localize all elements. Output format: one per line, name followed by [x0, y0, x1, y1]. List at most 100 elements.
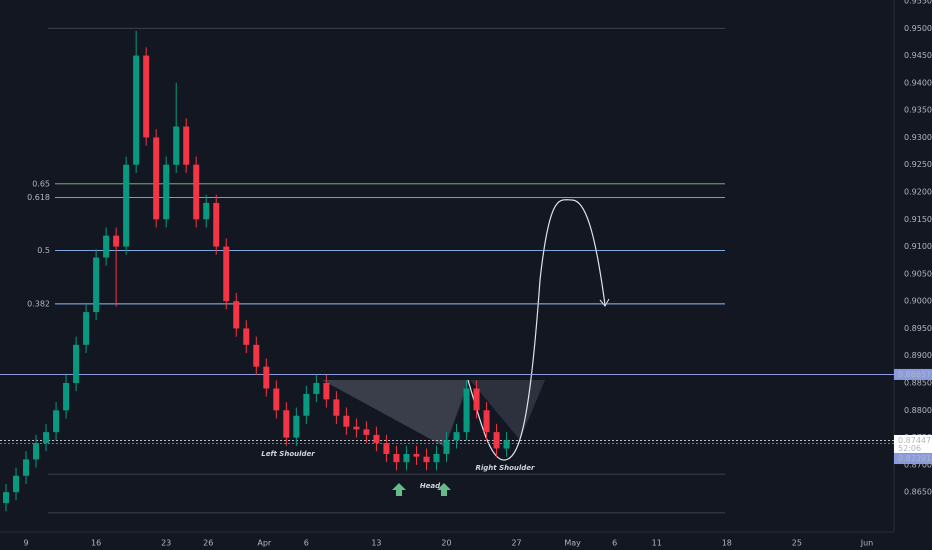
fib-label: 0.65 — [32, 179, 50, 188]
x-tick-label: 23 — [161, 539, 171, 548]
candle-body — [323, 383, 330, 400]
candle-body — [173, 126, 180, 165]
candle-body — [243, 328, 250, 345]
countdown-badge — [894, 443, 932, 453]
candle-body — [3, 492, 10, 504]
candle-body — [73, 344, 80, 384]
candle-body — [443, 440, 450, 454]
arrows — [392, 483, 451, 496]
candle-body — [183, 126, 190, 165]
x-tick-label: Apr — [257, 539, 272, 548]
candle-body — [153, 137, 160, 220]
candle-body — [423, 456, 430, 463]
candle-body — [223, 246, 230, 302]
y-tick-label: 0.95500 — [904, 0, 932, 6]
x-tick-label: 26 — [203, 539, 213, 548]
price-badge-label: 0.87447 — [898, 436, 931, 445]
candle-body — [383, 443, 390, 454]
pattern-shade — [322, 380, 545, 447]
candle-body — [503, 440, 510, 449]
x-tick-label: 13 — [371, 539, 381, 548]
candle-body — [103, 235, 110, 258]
candle-body — [23, 459, 30, 476]
candle-body — [203, 202, 210, 220]
x-tick-label: 16 — [91, 539, 101, 548]
x-tick-label: 6 — [612, 539, 617, 548]
price-badge — [894, 368, 932, 380]
candle-body — [273, 388, 280, 411]
x-tick-label: 20 — [441, 539, 451, 548]
up-arrow — [392, 483, 406, 496]
candle-body — [463, 388, 470, 433]
candle-body — [143, 55, 150, 138]
candle-body — [453, 432, 460, 441]
candle-body — [123, 164, 130, 247]
fib-label: 0.382 — [27, 299, 50, 308]
fib-label: 0.5 — [37, 246, 50, 255]
left-shoulder-label: Left Shoulder — [261, 450, 315, 458]
candle-body — [293, 415, 300, 438]
candle-body — [373, 434, 380, 444]
fib-label: 0.618 — [27, 193, 50, 202]
candle-body — [83, 312, 90, 345]
countdown-label: 52:06 — [898, 444, 921, 453]
candle-body — [163, 164, 170, 220]
candle-body — [483, 410, 490, 433]
candle-body — [133, 55, 140, 165]
candle-body — [473, 388, 480, 411]
right-shoulder-label: Right Shoulder — [476, 464, 536, 472]
head-label: Head — [420, 482, 441, 490]
candle-body — [403, 453, 410, 463]
candle-body — [353, 426, 360, 430]
price-badge-label: 0.87391 — [898, 454, 931, 463]
price-badge-label: 0.88657 — [898, 370, 931, 379]
candle-body — [493, 432, 500, 449]
candle-body — [113, 235, 120, 247]
candle-body — [313, 383, 320, 394]
x-tick-label: May — [564, 539, 581, 548]
x-tick-label: Jun — [860, 539, 874, 548]
candle-body — [233, 301, 240, 329]
candle-body — [433, 453, 440, 463]
candle-body — [303, 393, 310, 416]
projection-arrowhead — [599, 298, 610, 307]
candle-body — [333, 399, 340, 416]
projection-curve — [467, 199, 606, 461]
candle-body — [343, 415, 350, 427]
candle-body — [263, 366, 270, 389]
candle-body — [253, 344, 260, 367]
candle-body — [283, 410, 290, 438]
candle-body — [43, 432, 50, 444]
candle-body — [93, 257, 100, 313]
up-arrow — [437, 483, 451, 496]
x-tick-label: 18 — [722, 539, 732, 548]
candle-body — [33, 443, 40, 460]
candle-body — [63, 383, 70, 411]
candle-body — [13, 475, 20, 493]
price-badge — [894, 434, 932, 446]
pattern-triangle — [322, 380, 468, 447]
x-tick-label: 9 — [23, 539, 28, 548]
candle-body — [53, 410, 60, 433]
candle-body — [193, 164, 200, 220]
x-tick-label: 11 — [652, 539, 662, 548]
x-tick-label: 27 — [511, 539, 521, 548]
x-tick-label: 6 — [304, 539, 309, 548]
